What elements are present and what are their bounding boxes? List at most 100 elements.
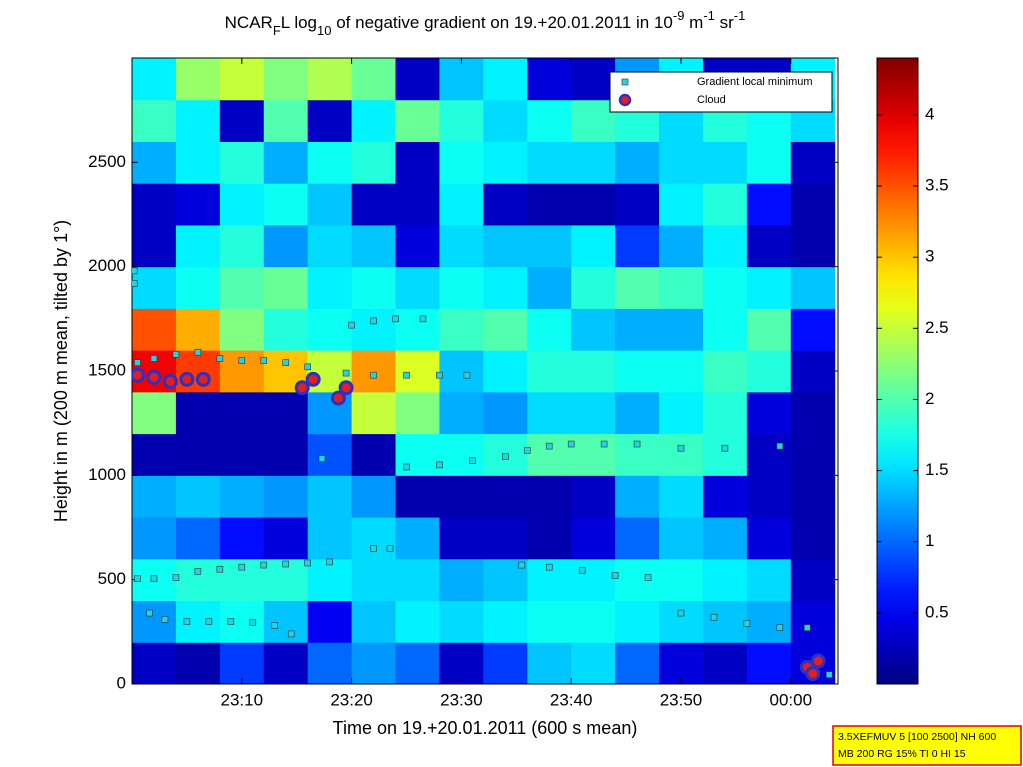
title-part: -1: [703, 8, 715, 23]
heatmap-cell: [527, 99, 572, 142]
heatmap-cell: [175, 58, 221, 101]
heatmap-cell: [395, 266, 440, 309]
heatmap-cell: [746, 600, 792, 643]
y-axis-label: Height in m (200 m mean, tilted by 1°): [51, 220, 71, 522]
legend-label: Gradient local minimum: [697, 76, 813, 88]
heatmap-cell: [702, 183, 748, 226]
heatmap-cell: [571, 183, 616, 226]
heatmap-cell: [351, 558, 397, 602]
heatmap: [132, 58, 836, 684]
minimum-marker: [161, 616, 169, 623]
heatmap-cell: [175, 517, 221, 560]
heatmap-cell: [615, 266, 660, 309]
minimum-marker: [403, 463, 410, 471]
heatmap-cell: [527, 266, 572, 309]
minimum-marker: [386, 545, 394, 552]
heatmap-cell: [307, 517, 353, 560]
heatmap-cell: [571, 266, 616, 309]
heatmap-cell: [395, 99, 440, 142]
x-tick-label: 23:20: [330, 690, 373, 709]
minimum-marker: [304, 363, 311, 371]
heatmap-cell: [307, 266, 353, 309]
heatmap-cell: [702, 558, 748, 602]
info-text: MB 200 RG 15% TI 0 HI 15: [838, 748, 966, 760]
title-part: sr: [715, 13, 734, 32]
title-part: -9: [673, 8, 685, 23]
heatmap-cell: [790, 183, 836, 226]
y-tick-label: 1000: [88, 465, 126, 484]
minimum-marker: [216, 565, 224, 573]
minimum-marker: [249, 619, 257, 626]
heatmap-cell: [263, 642, 309, 684]
heatmap-cell: [790, 391, 836, 435]
title-part: F: [273, 23, 281, 38]
heatmap-cell: [790, 224, 836, 268]
heatmap-cell: [132, 183, 177, 226]
heatmap-cell: [659, 558, 704, 602]
legend-marker: [618, 93, 632, 107]
heatmap-cell: [395, 642, 440, 684]
heatmap-cell: [263, 224, 309, 268]
heatmap-cell: [175, 224, 221, 268]
minimum-marker: [545, 442, 553, 450]
heatmap-cell: [483, 475, 528, 518]
heatmap-cell: [571, 642, 616, 684]
heatmap-cell: [746, 642, 792, 684]
minimum-marker: [304, 559, 311, 567]
minimum-marker: [825, 671, 833, 678]
heatmap-cell: [527, 433, 572, 476]
minimum-marker: [183, 618, 191, 625]
heatmap-cell: [746, 141, 792, 184]
heatmap-cell: [702, 475, 748, 518]
x-tick-label: 23:40: [550, 690, 593, 709]
heatmap-cell: [615, 141, 660, 184]
heatmap-cell: [746, 391, 792, 435]
heatmap-cell: [395, 350, 440, 393]
heatmap-cell: [351, 224, 397, 268]
minimum-marker: [633, 440, 641, 448]
heatmap-cell: [132, 141, 177, 184]
heatmap-cell: [746, 517, 792, 560]
heatmap-cell: [702, 350, 748, 393]
minimum-marker: [146, 609, 153, 617]
heatmap-cell: [615, 224, 660, 268]
minimum-marker: [318, 455, 326, 462]
heatmap-cell: [395, 517, 440, 560]
title-part: NCAR: [225, 13, 273, 32]
legend-label: Cloud: [697, 94, 726, 106]
heatmap-cell: [659, 475, 704, 518]
minimum-marker: [743, 620, 751, 627]
heatmap-cell: [746, 266, 792, 309]
cloud-marker: [132, 367, 145, 383]
heatmap-cell: [307, 224, 353, 268]
heatmap-cell: [175, 433, 221, 476]
heatmap-cell: [307, 558, 353, 602]
heatmap-cell: [527, 308, 572, 351]
cloud-marker: [305, 371, 321, 387]
heatmap-cell: [175, 600, 221, 643]
heatmap-cell: [483, 517, 528, 560]
heatmap-cell: [527, 58, 572, 101]
heatmap-cell: [307, 600, 353, 643]
minimum-marker: [677, 609, 685, 617]
heatmap-cell: [219, 58, 265, 101]
heatmap-cell: [219, 517, 265, 560]
title-part: L log: [281, 13, 317, 32]
heatmap-cell: [527, 475, 572, 518]
heatmap-cell: [527, 183, 572, 226]
heatmap-cell: [702, 224, 748, 268]
heatmap-cell: [439, 475, 484, 518]
heatmap-cell: [263, 600, 309, 643]
heatmap-cell: [351, 266, 397, 309]
legend-marker: [621, 78, 629, 86]
heatmap-cell: [307, 433, 353, 476]
heatmap-cell: [307, 58, 353, 101]
heatmap-cell: [351, 350, 397, 393]
heatmap-cell: [527, 517, 572, 560]
minimum-marker: [172, 574, 180, 581]
heatmap-cell: [219, 391, 265, 435]
heatmap-cell: [175, 183, 221, 226]
colorbar-tick-label: 3: [925, 247, 934, 266]
x-tick-label: 00:00: [770, 690, 813, 709]
heatmap-cell: [571, 58, 616, 101]
